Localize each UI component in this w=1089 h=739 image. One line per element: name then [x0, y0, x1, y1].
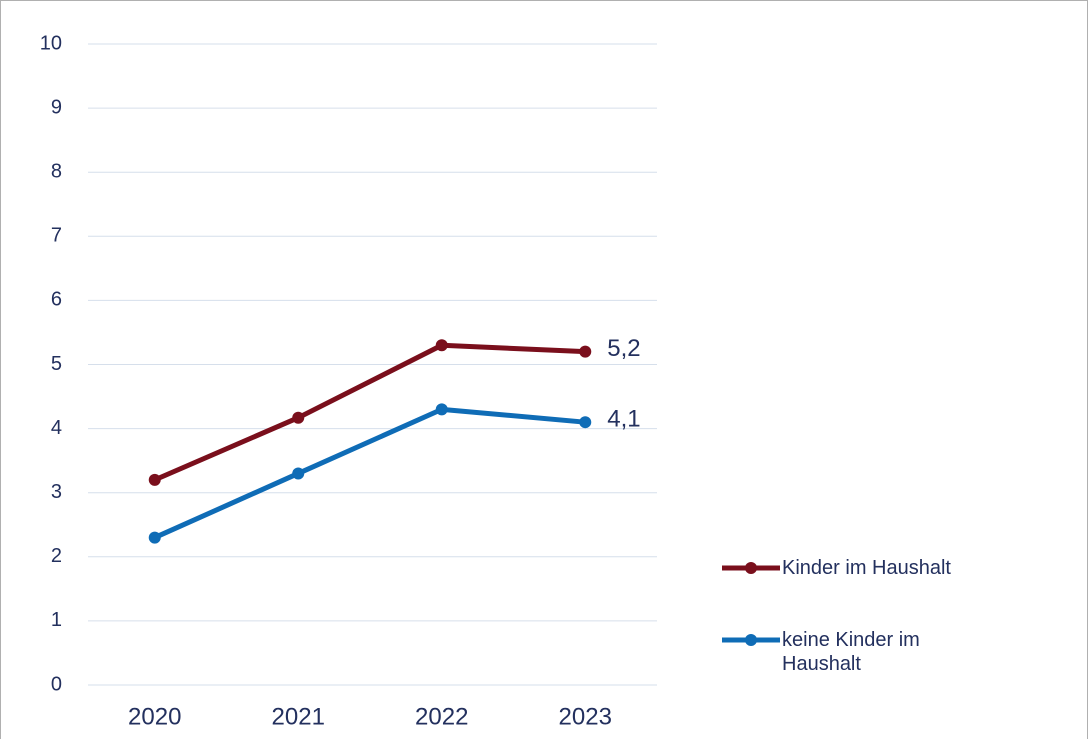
legend-label: Kinder im Haushalt — [782, 557, 951, 579]
y-tick-label: 4 — [51, 417, 62, 439]
series-line — [153, 342, 586, 483]
y-tick-label: 7 — [51, 225, 62, 247]
data-point — [579, 345, 592, 358]
legend-label: keine Kinder im Haushalt — [782, 629, 920, 675]
x-tick-label: 2023 — [559, 703, 612, 730]
data-label: 4,1 — [607, 406, 640, 433]
y-tick-label: 8 — [51, 160, 62, 182]
y-tick-label: 1 — [51, 609, 62, 631]
data-point — [148, 473, 161, 486]
data-point — [579, 416, 592, 429]
y-tick-label: 6 — [51, 289, 62, 311]
data-point — [292, 467, 305, 480]
y-tick-label: 9 — [51, 96, 62, 118]
x-tick-label: 2022 — [415, 703, 468, 730]
data-point — [148, 531, 161, 544]
y-tick-label: 0 — [51, 673, 62, 695]
series-line — [153, 406, 586, 540]
legend-marker — [745, 634, 757, 646]
data-label: 5,2 — [607, 335, 640, 362]
data-point — [292, 411, 305, 424]
y-tick-label: 3 — [51, 481, 62, 503]
x-tick-label: 2021 — [272, 703, 325, 730]
data-point — [435, 339, 448, 352]
y-tick-label: 5 — [51, 353, 62, 375]
x-tick-label: 2020 — [128, 703, 181, 730]
y-tick-label: 10 — [40, 32, 62, 54]
y-tick-label: 2 — [51, 545, 62, 567]
data-point — [435, 403, 448, 416]
legend-marker — [745, 562, 757, 574]
